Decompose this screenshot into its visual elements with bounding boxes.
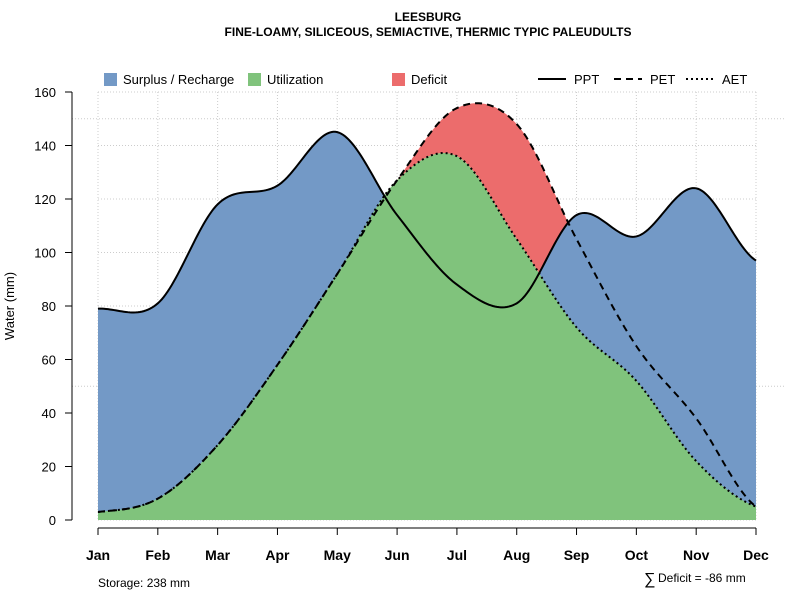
y-tick-label: 80 <box>42 299 56 314</box>
y-tick-label: 60 <box>42 353 56 368</box>
legend-line-label: AET <box>722 72 747 87</box>
series-line-ppt <box>97 130 757 314</box>
legend-label: Utilization <box>267 72 323 87</box>
x-tick-label-jun: Jun <box>385 547 410 563</box>
x-tick-label-aug: Aug <box>503 547 530 563</box>
x-tick-label-jul: Jul <box>447 547 467 563</box>
axes: 0 20 40 60 80 100 120 140 160 Jan Feb Mar Apr May Jun J… <box>34 85 769 563</box>
legend: Surplus / Recharge Utilization Deficit PPT P… <box>104 72 747 87</box>
deficit-annotation: Deficit = -86 mm <box>658 571 746 585</box>
legend-label: Deficit <box>411 72 448 87</box>
y-tick-label: 160 <box>34 85 56 100</box>
legend-line-label: PPT <box>574 72 599 87</box>
x-tick-label-jan: Jan <box>86 547 110 563</box>
series-lines <box>97 102 757 513</box>
legend-line-label: PET <box>650 72 675 87</box>
area-fills <box>98 103 756 521</box>
x-tick-label-nov: Nov <box>683 547 710 563</box>
series-line-aet <box>97 152 757 513</box>
y-tick-label: 40 <box>42 406 56 421</box>
legend-swatch <box>104 73 117 86</box>
x-tick-label-may: May <box>324 547 351 563</box>
x-tick-label-oct: Oct <box>625 547 649 563</box>
y-tick-label: 140 <box>34 139 56 154</box>
utilization-area <box>98 153 756 520</box>
series-line-pet <box>97 102 757 513</box>
x-tick-label-mar: Mar <box>205 547 230 563</box>
chart-title: LEESBURG <box>395 10 462 24</box>
legend-label: Surplus / Recharge <box>123 72 234 87</box>
deficit-sum-symbol: ∑ <box>644 571 655 588</box>
storage-annotation: Storage: 238 mm <box>98 576 190 590</box>
y-tick-label: 100 <box>34 246 56 261</box>
x-tick-label-apr: Apr <box>265 547 290 563</box>
plot-area <box>72 91 785 521</box>
legend-swatch <box>248 73 261 86</box>
chart-subtitle: FINE-LOAMY, SILICEOUS, SEMIACTIVE, THERM… <box>225 25 632 39</box>
x-tick-label-dec: Dec <box>743 547 769 563</box>
x-tick-label-feb: Feb <box>145 547 170 563</box>
y-axis-title: Water (mm) <box>2 272 17 340</box>
y-tick-label: 20 <box>42 460 56 475</box>
legend-swatch <box>392 73 405 86</box>
x-tick-label-sep: Sep <box>564 547 590 563</box>
y-tick-label: 120 <box>34 192 56 207</box>
y-tick-label: 0 <box>49 513 56 528</box>
